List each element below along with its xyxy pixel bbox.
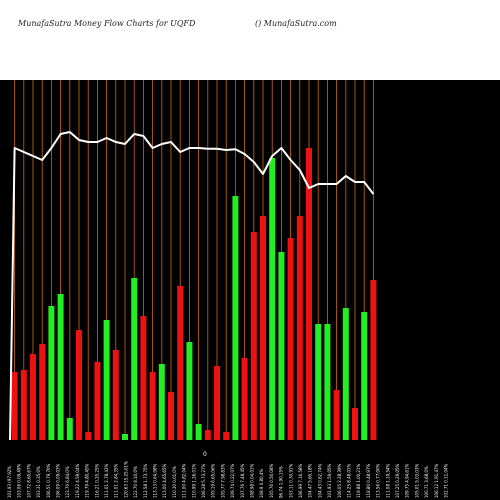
money-flow-bar bbox=[260, 216, 266, 440]
x-tick-label: 113.00 4.65,65% bbox=[162, 463, 167, 498]
money-flow-bar bbox=[342, 308, 349, 440]
x-tick-label: 104.43 0.62,74% bbox=[317, 463, 322, 498]
money-flow-bar bbox=[122, 434, 128, 440]
money-flow-bar bbox=[39, 344, 46, 440]
money-flow-bar bbox=[48, 306, 55, 440]
money-flow-bar bbox=[370, 280, 377, 440]
x-tick-label: 123.70 6.84,0% bbox=[65, 466, 70, 498]
chart-title: MunafaSutra Money Flow Charts for UQFD bbox=[17, 19, 196, 28]
money-flow-bar bbox=[158, 364, 165, 440]
x-tick-label: 107.25 0.29,05% bbox=[395, 463, 400, 498]
money-flow-bar bbox=[186, 342, 193, 440]
x-tick-label: 119.79 4.80,45% bbox=[85, 463, 90, 498]
money-flow-bar bbox=[66, 418, 73, 440]
x-tick-label: 108.98 0.04,01% bbox=[250, 463, 255, 498]
x-tick-label: 105.77 7.98,83% bbox=[220, 463, 225, 498]
x-tick-label: 103.11 0.30,91% bbox=[288, 463, 293, 498]
x-tick-label: 120.63 15.25,01% bbox=[123, 461, 128, 498]
x-tick-label: 106.99 7.16,58% bbox=[298, 463, 303, 498]
x-tick-label: 100.71 3.68,0% bbox=[424, 466, 429, 498]
x-tick-label: 112.58 1.73,75% bbox=[143, 463, 148, 498]
x-tick-label: 105.19 6.65,06% bbox=[211, 463, 216, 498]
money-flow-bar bbox=[214, 366, 220, 440]
money-flow-bar bbox=[149, 372, 156, 440]
money-flow-bar bbox=[223, 432, 230, 440]
money-flow-bar bbox=[204, 430, 211, 440]
money-flow-bar bbox=[250, 232, 257, 440]
money-flow-bar bbox=[11, 372, 18, 440]
x-tick-label: 101.93 (97.92% bbox=[7, 466, 12, 498]
money-flow-bar bbox=[195, 424, 202, 440]
money-flow-bar bbox=[324, 324, 331, 440]
price-line bbox=[9, 131, 375, 441]
x-tick-label: 105.01 5.03,03% bbox=[414, 463, 419, 498]
x-tick-label: 106.51 0.79,70% bbox=[46, 463, 51, 498]
x-tick-label: 111.00 4.82,04% bbox=[182, 463, 187, 498]
money-flow-bar bbox=[85, 432, 92, 440]
money-flow-bar bbox=[278, 252, 285, 440]
x-tick-label: 111.01 2.78,43% bbox=[104, 463, 109, 498]
x-tick-label: 106.12 1.91,47% bbox=[434, 463, 439, 498]
x-tick-label: 122.70 8.10,0% bbox=[133, 466, 138, 498]
money-flow-bar bbox=[112, 350, 119, 440]
x-tick-label: 111.01 2.84,35% bbox=[114, 463, 119, 498]
money-flow-bar bbox=[287, 238, 294, 440]
x-tick-label: 116.21 0.20,25% bbox=[94, 463, 99, 498]
money-flow-bar bbox=[131, 278, 138, 440]
x-tick-label: 113.13 0.64,08% bbox=[153, 463, 158, 498]
x-tick-label: 110.30 0.01,0% bbox=[172, 466, 177, 498]
money-flow-bar bbox=[333, 390, 340, 440]
x-tick-label: 106.05 2.28,39% bbox=[337, 463, 342, 498]
money-flow-bar bbox=[241, 358, 248, 440]
x-tick-label: 118.80 0.48,97% bbox=[366, 463, 371, 498]
x-tick-label: 103.31 0.35,0% bbox=[36, 466, 41, 498]
plot-background bbox=[0, 80, 500, 500]
x-tick-label: 107.72 8.60,67% bbox=[26, 463, 31, 498]
money-flow-bars bbox=[11, 148, 377, 440]
money-flow-bar bbox=[177, 286, 184, 440]
site-credit: () MunafaSutra.com bbox=[255, 19, 337, 28]
x-tick-label: 119.88 1.00,21% bbox=[356, 463, 361, 498]
money-flow-bar bbox=[57, 294, 64, 440]
x-tick-label: 114.25 8.48,01% bbox=[347, 463, 352, 498]
center-label: 0 bbox=[203, 451, 207, 458]
x-tick-label: 119.22 4.59,04% bbox=[75, 463, 80, 498]
money-flow-bar bbox=[232, 196, 239, 440]
money-flow-bar bbox=[94, 362, 101, 440]
money-flow-bar bbox=[103, 320, 110, 440]
x-tick-label: 104.47 5.60,18% bbox=[308, 463, 313, 498]
page-header-band bbox=[0, 0, 500, 80]
money-flow-bar bbox=[361, 312, 368, 440]
money-flow-bar bbox=[352, 408, 358, 440]
x-tick-label: 102.71 0.11,04% bbox=[444, 463, 449, 498]
x-tick-label: 103.06 0.09,49% bbox=[17, 463, 22, 498]
x-tick-label: 96.74 1.90,15% bbox=[279, 466, 284, 498]
money-flow-bar bbox=[269, 158, 276, 440]
money-flow-bar bbox=[168, 392, 174, 440]
x-axis-labels: 101.93 (97.92% 103.06 0.09,49% 107.72 8.60… bbox=[7, 461, 449, 498]
x-tick-label: 106.09 0.09,03% bbox=[56, 463, 61, 498]
x-tick-label: 111.08 1.19,54% bbox=[385, 463, 390, 498]
x-tick-label: 109.74 0.22,07% bbox=[230, 463, 235, 498]
money-flow-bar bbox=[20, 370, 27, 440]
money-flow-bar bbox=[296, 216, 303, 440]
x-tick-label: 107.76 7.48,45% bbox=[240, 463, 245, 498]
x-tick-label: 105.76 0.50,08% bbox=[269, 463, 274, 498]
x-tick-label: 108.9 0.80,4% bbox=[259, 469, 264, 498]
x-tick-label: 109.75 4.94,61% bbox=[405, 463, 410, 498]
money-flow-bar bbox=[306, 148, 312, 440]
x-tick-label: 106.28 5.73,27% bbox=[201, 463, 206, 498]
money-flow-bar bbox=[315, 324, 322, 440]
money-flow-bar bbox=[140, 316, 147, 440]
x-tick-label: 110.99 1.26,01% bbox=[191, 463, 196, 498]
money-flow-bar bbox=[76, 330, 82, 440]
x-tick-label: 101.93 1.59,05% bbox=[327, 463, 332, 498]
money-flow-bar bbox=[30, 354, 36, 440]
x-tick-label: 113.56 0.77,00% bbox=[376, 463, 381, 498]
